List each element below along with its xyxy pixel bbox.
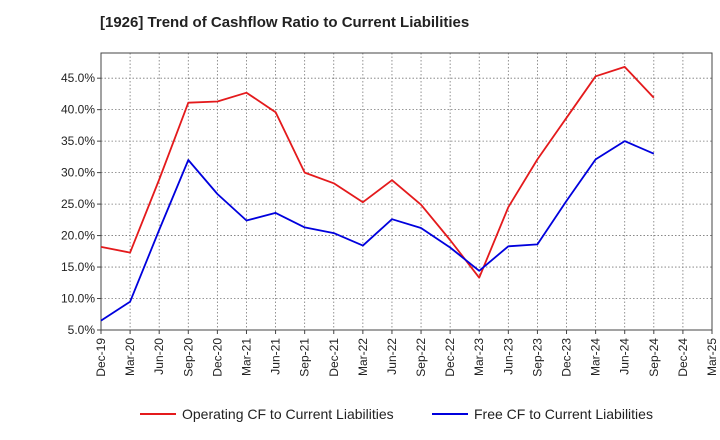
x-tick-label: Mar-21 [239, 338, 253, 376]
legend-label-1: Operating CF to Current Liabilities [182, 406, 394, 422]
legend: Operating CF to Current Liabilities Free … [140, 406, 653, 422]
x-tick-label: Sep-23 [530, 338, 544, 377]
x-tick-label: Mar-23 [472, 338, 486, 376]
y-tick-label: 15.0% [61, 260, 95, 274]
series-line-1 [100, 66, 655, 279]
y-tick-label: 45.0% [61, 71, 95, 85]
y-tick-label: 20.0% [61, 229, 95, 243]
x-tick-label: Mar-20 [123, 338, 137, 376]
x-tick-label: Mar-24 [589, 338, 603, 376]
x-tick-label: Jun-21 [269, 338, 283, 375]
series-lines [100, 66, 655, 322]
chart-title: [1926] Trend of Cashflow Ratio to Curren… [100, 14, 470, 31]
x-tick-label: Dec-24 [676, 338, 690, 377]
series-line-2 [100, 140, 655, 322]
y-tick-label: 35.0% [61, 134, 95, 148]
y-tick-label: 10.0% [61, 292, 95, 306]
plot-area-frame [100, 52, 713, 331]
x-tick-label: Dec-20 [210, 338, 224, 377]
x-tick-label: Jun-23 [501, 338, 515, 375]
grid-lines [101, 53, 712, 331]
x-tick-label: Dec-23 [560, 338, 574, 377]
x-tick-label: Dec-22 [443, 338, 457, 377]
x-tick-label: Sep-24 [647, 338, 661, 377]
y-tick-label: 25.0% [61, 197, 95, 211]
y-tick-label: 40.0% [61, 103, 95, 117]
legend-label-2: Free CF to Current Liabilities [474, 406, 653, 422]
y-tick-label: 30.0% [61, 166, 95, 180]
x-tick-label: Mar-22 [356, 338, 370, 376]
y-axis-ticks: 5.0% 10.0% 15.0% 20.0% 25.0% 30.0% 35.0% 40.0% 4… [61, 71, 101, 337]
x-tick-label: Dec-21 [327, 338, 341, 377]
x-tick-label: Jun-24 [618, 338, 632, 375]
y-tick-label: 5.0% [68, 323, 96, 337]
x-tick-label: Sep-22 [414, 338, 428, 377]
x-axis-ticks: Dec-19 Mar-20 Jun-20 Sep-20 Dec-20 Mar-21 Jun-… [94, 330, 719, 377]
x-tick-label: Sep-20 [181, 338, 195, 377]
x-tick-label: Jun-22 [385, 338, 399, 375]
x-tick-label: Mar-25 [705, 338, 719, 376]
x-tick-label: Sep-21 [298, 338, 312, 377]
x-tick-label: Dec-19 [94, 338, 108, 377]
x-tick-label: Jun-20 [152, 338, 166, 375]
